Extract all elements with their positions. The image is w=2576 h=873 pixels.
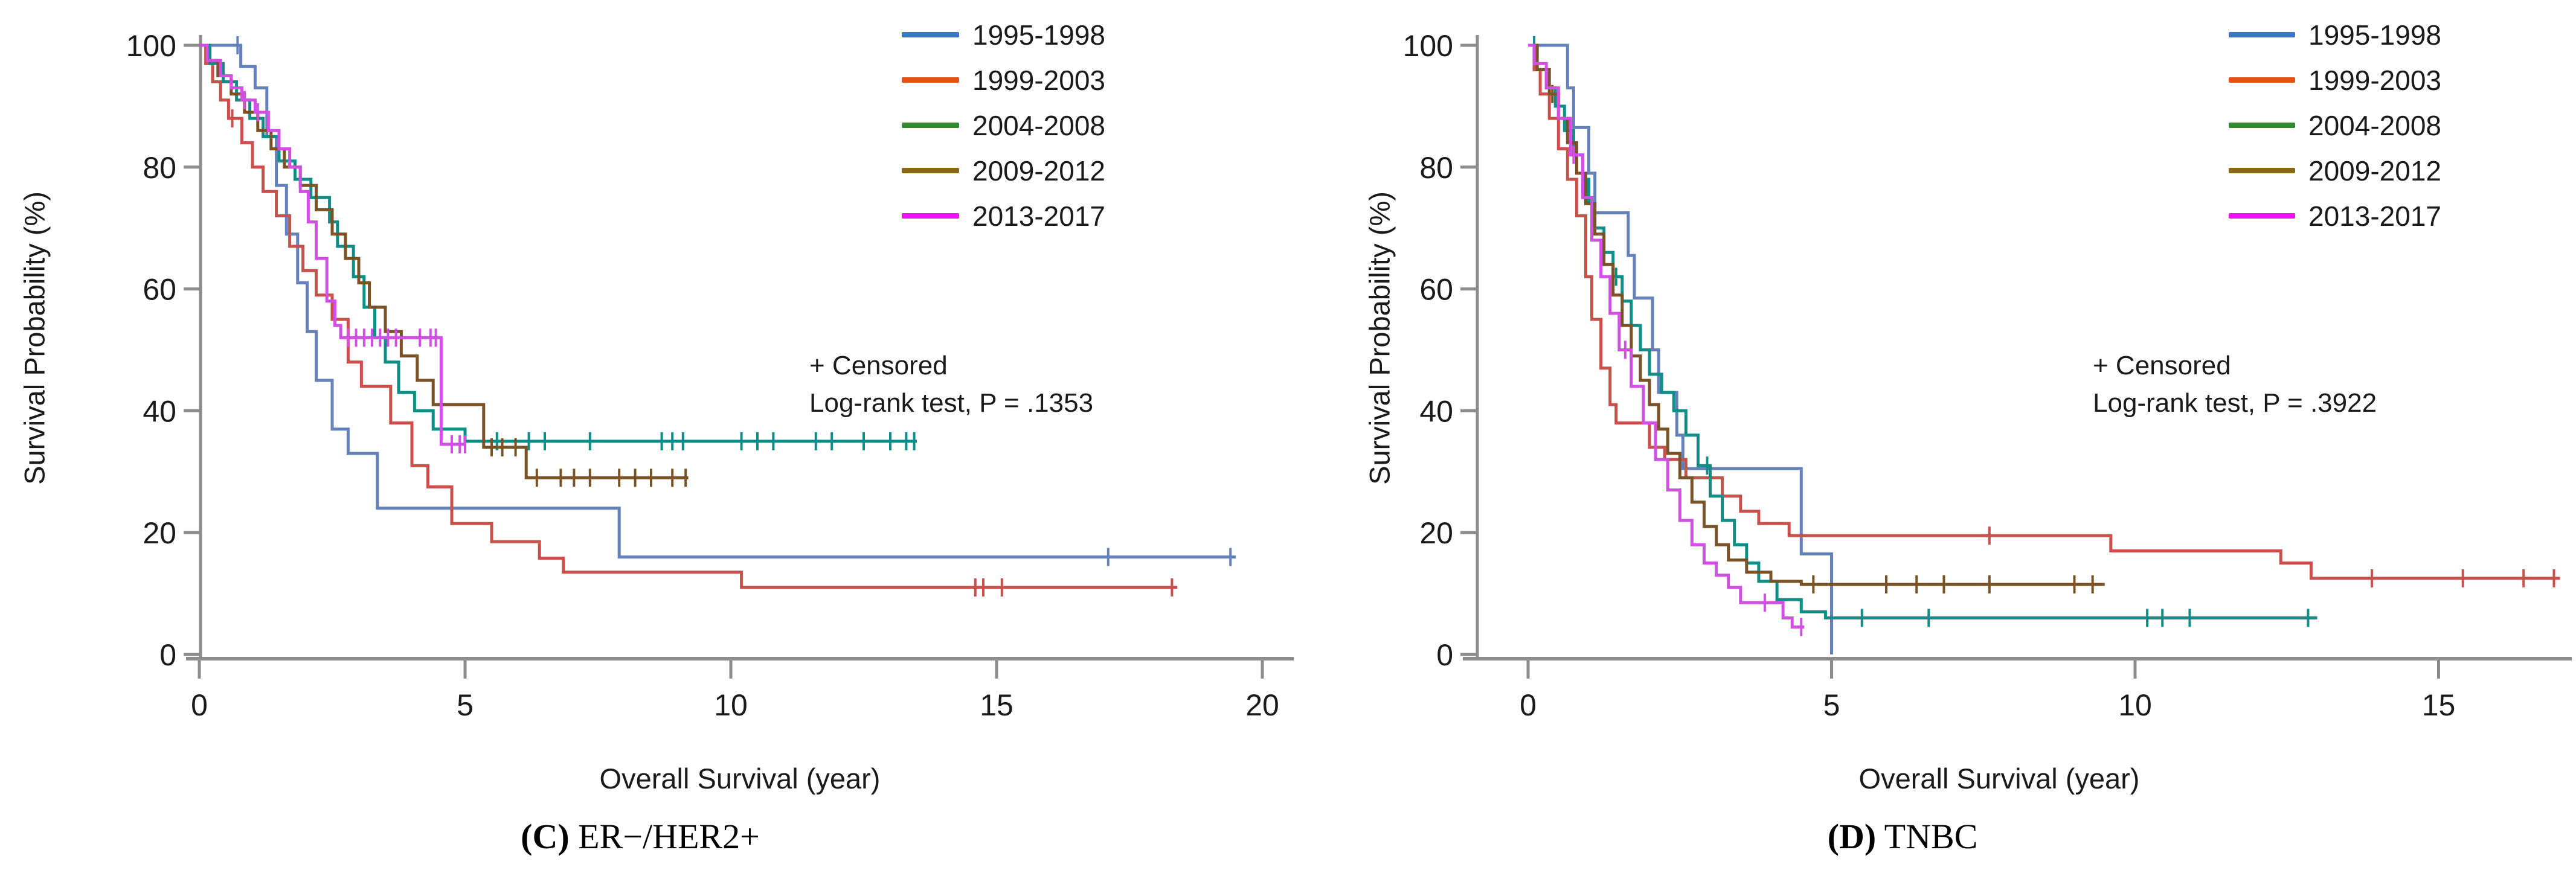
legend-item: 2013-2017 [2229,193,2441,238]
y-tick-label: 80 [1419,151,1453,185]
km-curve-2013-2017 [1528,43,1805,629]
legend-label: 2009-2012 [972,155,1105,187]
y-tick-label: 40 [1419,394,1453,428]
axes-C [186,35,1294,660]
caption-panel-d: (D) TNBC [1828,816,1978,857]
y-tick-label: 60 [143,273,176,307]
caption-text: ER−/HER2+ [569,817,760,856]
annotation-panel-d: + Censored Log-rank test, P = .3922 [2093,347,2377,422]
x-axis-title-panel-d: Overall Survival (year) [1858,763,2140,795]
caption-text: TNBC [1876,817,1978,856]
logrank-note: Log-rank test, P = .1353 [809,388,1094,418]
legend-item: 2004-2008 [902,103,1105,148]
legend-label: 2004-2008 [2308,109,2441,141]
legend-swatch-1999-2003 [2229,77,2295,83]
km-curve-2009-2012 [1528,43,2105,586]
legend-label: 1999-2003 [972,64,1105,96]
legend-item: 1995-1998 [2229,12,2441,57]
x-tick-label: 15 [2422,688,2456,722]
legend-swatch-2004-2008 [2229,123,2295,128]
km-curve-1999-2003 [1528,43,2560,580]
x-tick-label: 5 [457,688,474,722]
km-curve-1999-2003 [199,43,1178,589]
legend-item: 2009-2012 [902,148,1105,193]
x-tick-label: 0 [1520,688,1537,722]
km-curve-1995-1998 [1528,43,1833,654]
legend-label: 1995-1998 [2308,19,2441,51]
legend-label: 2004-2008 [972,109,1105,141]
legend-label: 2009-2012 [2308,155,2441,187]
legend-swatch-2009-2012 [2229,168,2295,173]
caption-letter: (D) [1827,817,1877,856]
y-tick-label: 20 [143,516,176,550]
x-tick-label: 10 [2118,688,2152,722]
legend-swatch-1999-2003 [902,77,959,83]
censored-note: + Censored [809,351,948,380]
legend-label: 2013-2017 [972,200,1105,232]
y-tick-label: 80 [143,151,176,185]
y-axis-title-panel-d: Survival Probability (%) [1363,191,1396,485]
logrank-note: Log-rank test, P = .3922 [2093,388,2377,418]
legend-label: 1999-2003 [2308,64,2441,96]
y-tick-label: 20 [1419,516,1453,550]
legend-swatch-2013-2017 [902,213,959,219]
legend-item: 1995-1998 [902,12,1105,57]
legend-item: 2013-2017 [902,193,1105,238]
x-tick-label: 15 [980,688,1013,722]
legend-label: 2013-2017 [2308,200,2441,232]
legend-label: 1995-1998 [972,19,1105,51]
x-tick-label: 10 [714,688,748,722]
axes-D [1463,35,2572,660]
y-tick-label: 0 [159,638,176,672]
censored-note: + Censored [2093,351,2231,380]
legend-swatch-1995-1998 [902,32,959,37]
y-tick-label: 100 [126,29,176,63]
x-axis-title-panel-c: Overall Survival (year) [599,763,881,795]
annotation-panel-c: + Censored Log-rank test, P = .1353 [809,347,1093,422]
legend-item: 2004-2008 [2229,103,2441,148]
x-tick-label: 5 [1823,688,1840,722]
panel-C: 0 20 40 60 80 100 0 5 10 15 20 [126,29,1294,722]
km-curve-2013-2017 [199,43,465,446]
y-tick-label: 0 [1436,638,1453,672]
legend-item: 1999-2003 [2229,57,2441,103]
y-axis-title-panel-c: Survival Probability (%) [18,191,51,485]
legend-item: 1999-2003 [902,57,1105,103]
km-curve-1995-1998 [199,43,1236,559]
legend-item: 2009-2012 [2229,148,2441,193]
panel-D: 0 20 40 60 80 100 0 5 10 15 [1403,29,2572,722]
legend-panel-c: 1995-1998 1999-2003 2004-2008 2009-2012 … [902,12,1105,238]
y-tick-label: 100 [1403,29,1453,63]
km-curve-2004-2008 [1528,43,2317,619]
caption-letter: (C) [521,817,570,856]
legend-swatch-2009-2012 [902,168,959,173]
y-tick-label: 60 [1419,273,1453,307]
x-tick-label: 0 [191,688,208,722]
y-tick-label: 40 [143,394,176,428]
caption-panel-c: (C) ER−/HER2+ [521,816,760,857]
legend-swatch-1995-1998 [2229,32,2295,37]
km-curve-2009-2012 [199,43,689,479]
legend-panel-d: 1995-1998 1999-2003 2004-2008 2009-2012 … [2229,12,2441,238]
legend-swatch-2004-2008 [902,123,959,128]
legend-swatch-2013-2017 [2229,213,2295,219]
x-tick-label: 20 [1245,688,1279,722]
